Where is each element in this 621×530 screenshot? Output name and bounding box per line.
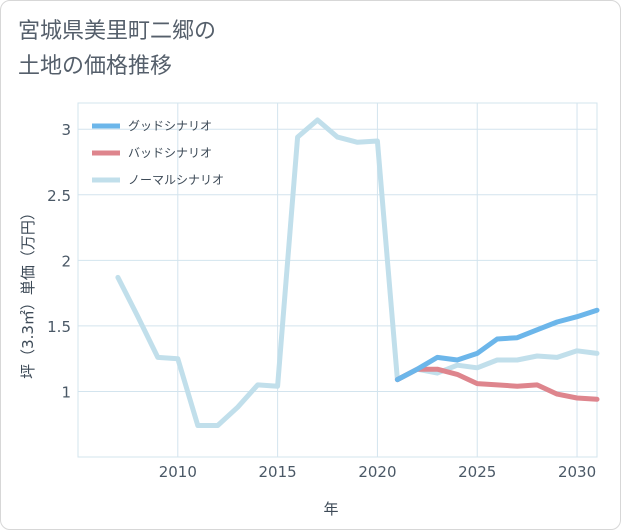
y-tick-label: 2.5 — [47, 187, 71, 205]
legend-label: グッドシナリオ — [128, 119, 212, 133]
y-tick-labels: 1 1.5 2 2.5 3 — [47, 121, 71, 401]
y-axis-label: 坪（3.3㎡）単価（万円） — [19, 205, 37, 379]
x-tick-label: 2020 — [358, 463, 396, 481]
x-tick-label: 2015 — [259, 463, 297, 481]
series-line-0 — [394, 307, 600, 383]
legend-label: ノーマルシナリオ — [128, 173, 224, 187]
x-tick-label: 2030 — [558, 463, 596, 481]
plot-border — [77, 102, 598, 458]
x-tick-labels: 2010 2015 2020 2025 2030 — [159, 463, 596, 481]
x-axis-label: 年 — [323, 500, 338, 518]
series-line-1 — [394, 366, 600, 402]
y-tick-label: 3 — [61, 121, 71, 139]
chart-title-line-2: 土地の価格推移 — [18, 54, 173, 79]
chart-title: 宮城県美里町二郷の 土地の価格推移 — [18, 14, 378, 84]
y-tick-label: 2 — [61, 252, 71, 270]
series-lines — [115, 117, 600, 428]
legend-label: バッドシナリオ — [128, 146, 212, 160]
y-tick-label: 1 — [61, 383, 71, 401]
series-line-2 — [115, 117, 600, 428]
x-tick-label: 2025 — [458, 463, 496, 481]
chart-title-line-1: 宮城県美里町二郷の — [18, 19, 217, 44]
x-tick-label: 2010 — [159, 463, 197, 481]
y-tick-label: 1.5 — [47, 318, 71, 336]
